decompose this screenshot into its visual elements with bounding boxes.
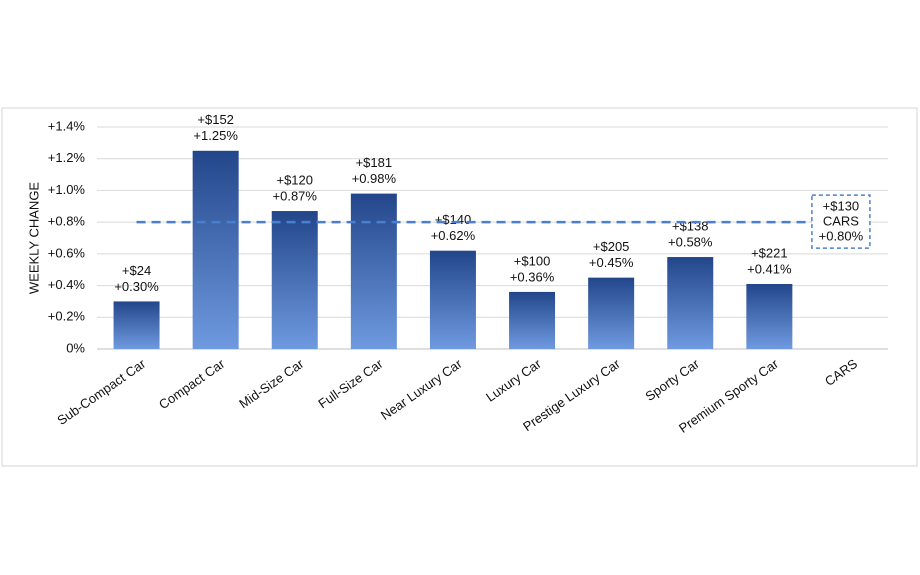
reference-label: CARS	[823, 214, 859, 229]
price-change-label: +$221	[751, 245, 788, 260]
price-change-label: +$140	[435, 212, 472, 227]
value-label: +0.58%	[668, 234, 713, 249]
bar	[350, 193, 397, 349]
price-change-label: +$152	[197, 112, 234, 127]
y-tick-label: +1.0%	[48, 182, 86, 197]
value-label: +0.36%	[510, 269, 555, 284]
y-tick-label: +1.4%	[48, 118, 86, 133]
value-label: +0.45%	[589, 255, 634, 270]
reference-value-label: +0.80%	[819, 229, 864, 244]
bar	[746, 283, 793, 349]
value-label: +0.30%	[114, 279, 159, 294]
y-tick-label: +1.2%	[48, 150, 86, 165]
price-change-label: +$120	[276, 172, 313, 187]
value-label: +0.41%	[747, 261, 792, 276]
bar	[192, 150, 239, 349]
y-tick-label: +0.6%	[48, 245, 86, 260]
value-label: +0.62%	[431, 228, 476, 243]
value-label: +1.25%	[193, 128, 238, 143]
price-change-label: +$24	[122, 263, 151, 278]
price-change-label: +$181	[356, 155, 393, 170]
price-change-label: +$138	[672, 218, 709, 233]
value-label: +0.87%	[273, 188, 318, 203]
reference-price-label: +$130	[823, 199, 860, 214]
price-change-label: +$100	[514, 253, 551, 268]
y-tick-label: +0.8%	[48, 214, 86, 229]
y-tick-label: 0%	[66, 340, 85, 355]
y-tick-label: +0.4%	[48, 277, 86, 292]
bar	[429, 250, 476, 349]
bar	[667, 257, 714, 349]
y-axis-label: WEEKLY CHANGE	[26, 182, 41, 295]
reference-box	[811, 194, 871, 249]
price-change-label: +$205	[593, 239, 630, 254]
value-label: +0.98%	[352, 171, 397, 186]
bar	[113, 301, 160, 349]
bar	[271, 211, 318, 349]
bar	[509, 291, 556, 349]
bar	[588, 277, 635, 349]
y-tick-label: +0.2%	[48, 309, 86, 324]
